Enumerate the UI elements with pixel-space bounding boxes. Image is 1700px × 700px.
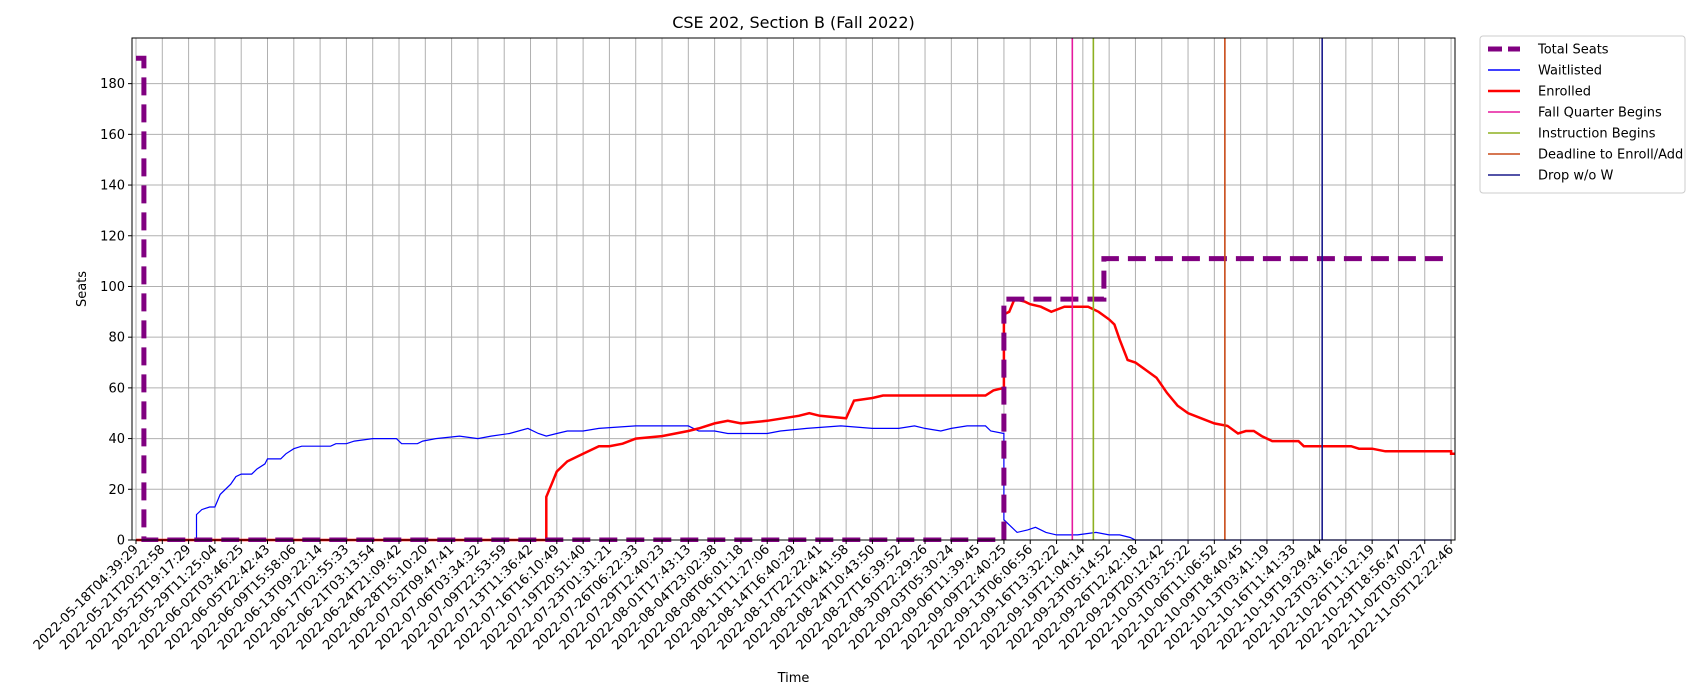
legend-label-waitlisted: Waitlisted (1538, 64, 1602, 79)
x-axis-ticks: 2022-05-18T04:39:292022-05-21T20:22:5820… (31, 540, 1457, 653)
x-axis-label: Time (777, 671, 810, 686)
series-line-total-seats (136, 55, 1452, 542)
grid (132, 38, 1455, 541)
legend-label-fall-quarter-begins: Fall Quarter Begins (1538, 106, 1662, 121)
legend-label-deadline-to-enroll-add: Deadline to Enroll/Add (1538, 148, 1683, 163)
y-tick-label: 140 (100, 179, 125, 194)
y-tick-label: 60 (108, 381, 125, 396)
legend: Total Seats Waitlisted Enrolled Fall Quarte… (1479, 35, 1686, 194)
y-tick-label: 100 (100, 280, 125, 295)
y-axis-label: Seats (75, 271, 90, 307)
y-tick-label: 20 (108, 483, 125, 498)
y-tick-label: 0 (117, 534, 125, 549)
series-line-enrolled (136, 297, 1455, 542)
legend-label-instruction-begins: Instruction Begins (1538, 127, 1656, 142)
series-layer (136, 55, 1455, 542)
y-tick-label: 180 (100, 77, 125, 92)
legend-box (1479, 35, 1686, 194)
y-tick-label: 160 (100, 128, 125, 143)
legend-label-total-seats: Total Seats (1537, 43, 1609, 58)
legend-label-enrolled: Enrolled (1538, 85, 1591, 100)
event-lines (1071, 38, 1323, 540)
y-tick-label: 40 (108, 432, 125, 447)
y-tick-label: 120 (100, 229, 125, 244)
y-axis-ticks: 0 20 40 60 80 100 120 140 160 180 (100, 77, 132, 549)
legend-label-drop-w-o-w: Drop w/o W (1538, 169, 1614, 184)
chart-title: CSE 202, Section B (Fall 2022) (672, 13, 915, 32)
series-line-waitlisted (136, 425, 1452, 541)
y-tick-label: 80 (108, 331, 125, 346)
